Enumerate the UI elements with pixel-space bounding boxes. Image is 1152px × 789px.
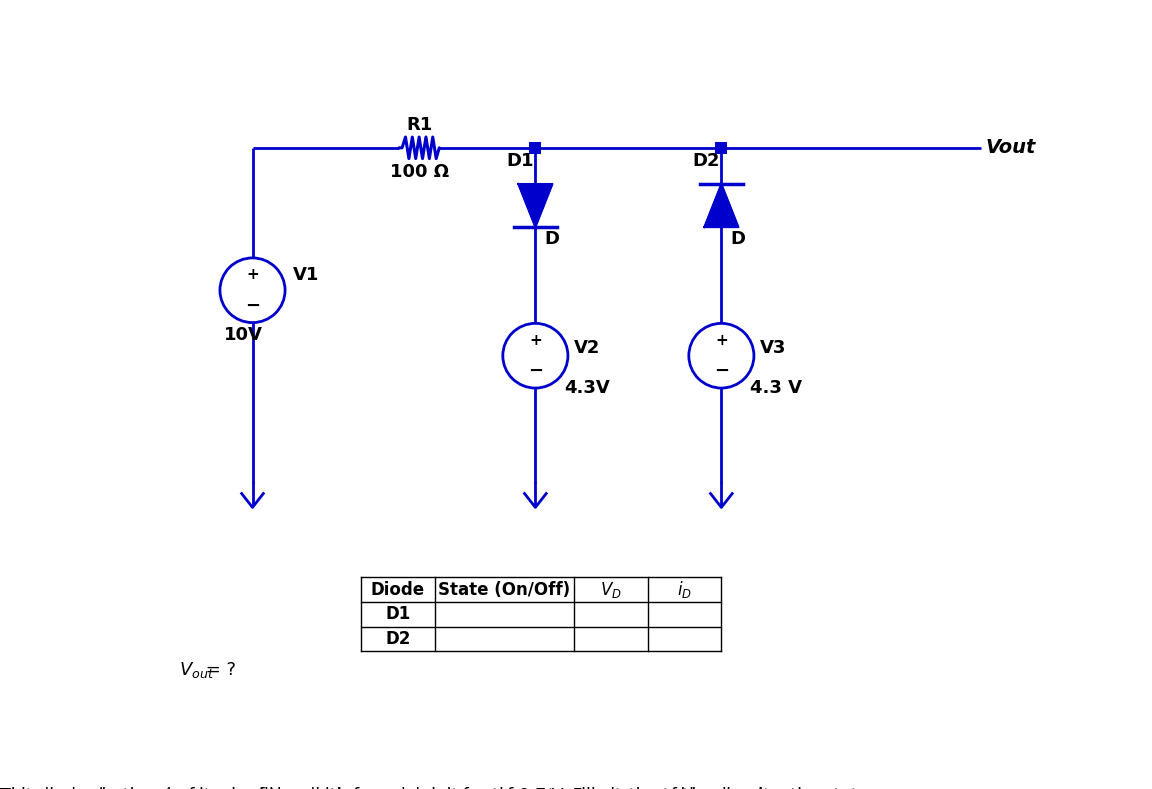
Text: D2: D2 [692,152,720,170]
Text: D: D [730,230,745,249]
Text: $i_D$: $i_D$ [677,579,692,600]
Text: V1: V1 [293,266,319,284]
Text: 4.3 V: 4.3 V [750,379,802,397]
Polygon shape [518,184,553,227]
Text: +: + [529,333,541,348]
Text: $V_{out}$: $V_{out}$ [179,660,214,680]
Text: $V_D$: $V_D$ [600,580,622,600]
Text: 4.3V: 4.3V [564,379,609,397]
Text: +: + [715,333,728,348]
Text: −: − [528,362,543,380]
Text: −: − [714,362,729,380]
Text: 10V: 10V [223,327,263,345]
Text: State (On/Off): State (On/Off) [438,581,570,599]
Text: Vout: Vout [986,138,1036,157]
Text: Diode: Diode [371,581,425,599]
Text: D1: D1 [506,152,533,170]
Polygon shape [704,184,738,227]
Text: +: + [247,267,259,282]
Text: 100 Ω: 100 Ω [389,163,448,181]
Text: = ?: = ? [199,661,236,679]
Text: R1: R1 [406,116,432,134]
Text: −: − [245,297,260,315]
Text: D2: D2 [385,630,410,648]
Text: D: D [545,230,560,249]
Text: voltage and current of each of the diodes, and solve for the output voltage of t: voltage and current of each of the diode… [0,787,775,789]
Text: V2: V2 [574,339,600,357]
Text: D1: D1 [385,605,410,623]
Text: The diodes in the circuit are silicon with forward voltage of 0.7 V. Fill up the: The diodes in the circuit are silicon wi… [0,787,874,789]
Text: V3: V3 [760,339,787,357]
